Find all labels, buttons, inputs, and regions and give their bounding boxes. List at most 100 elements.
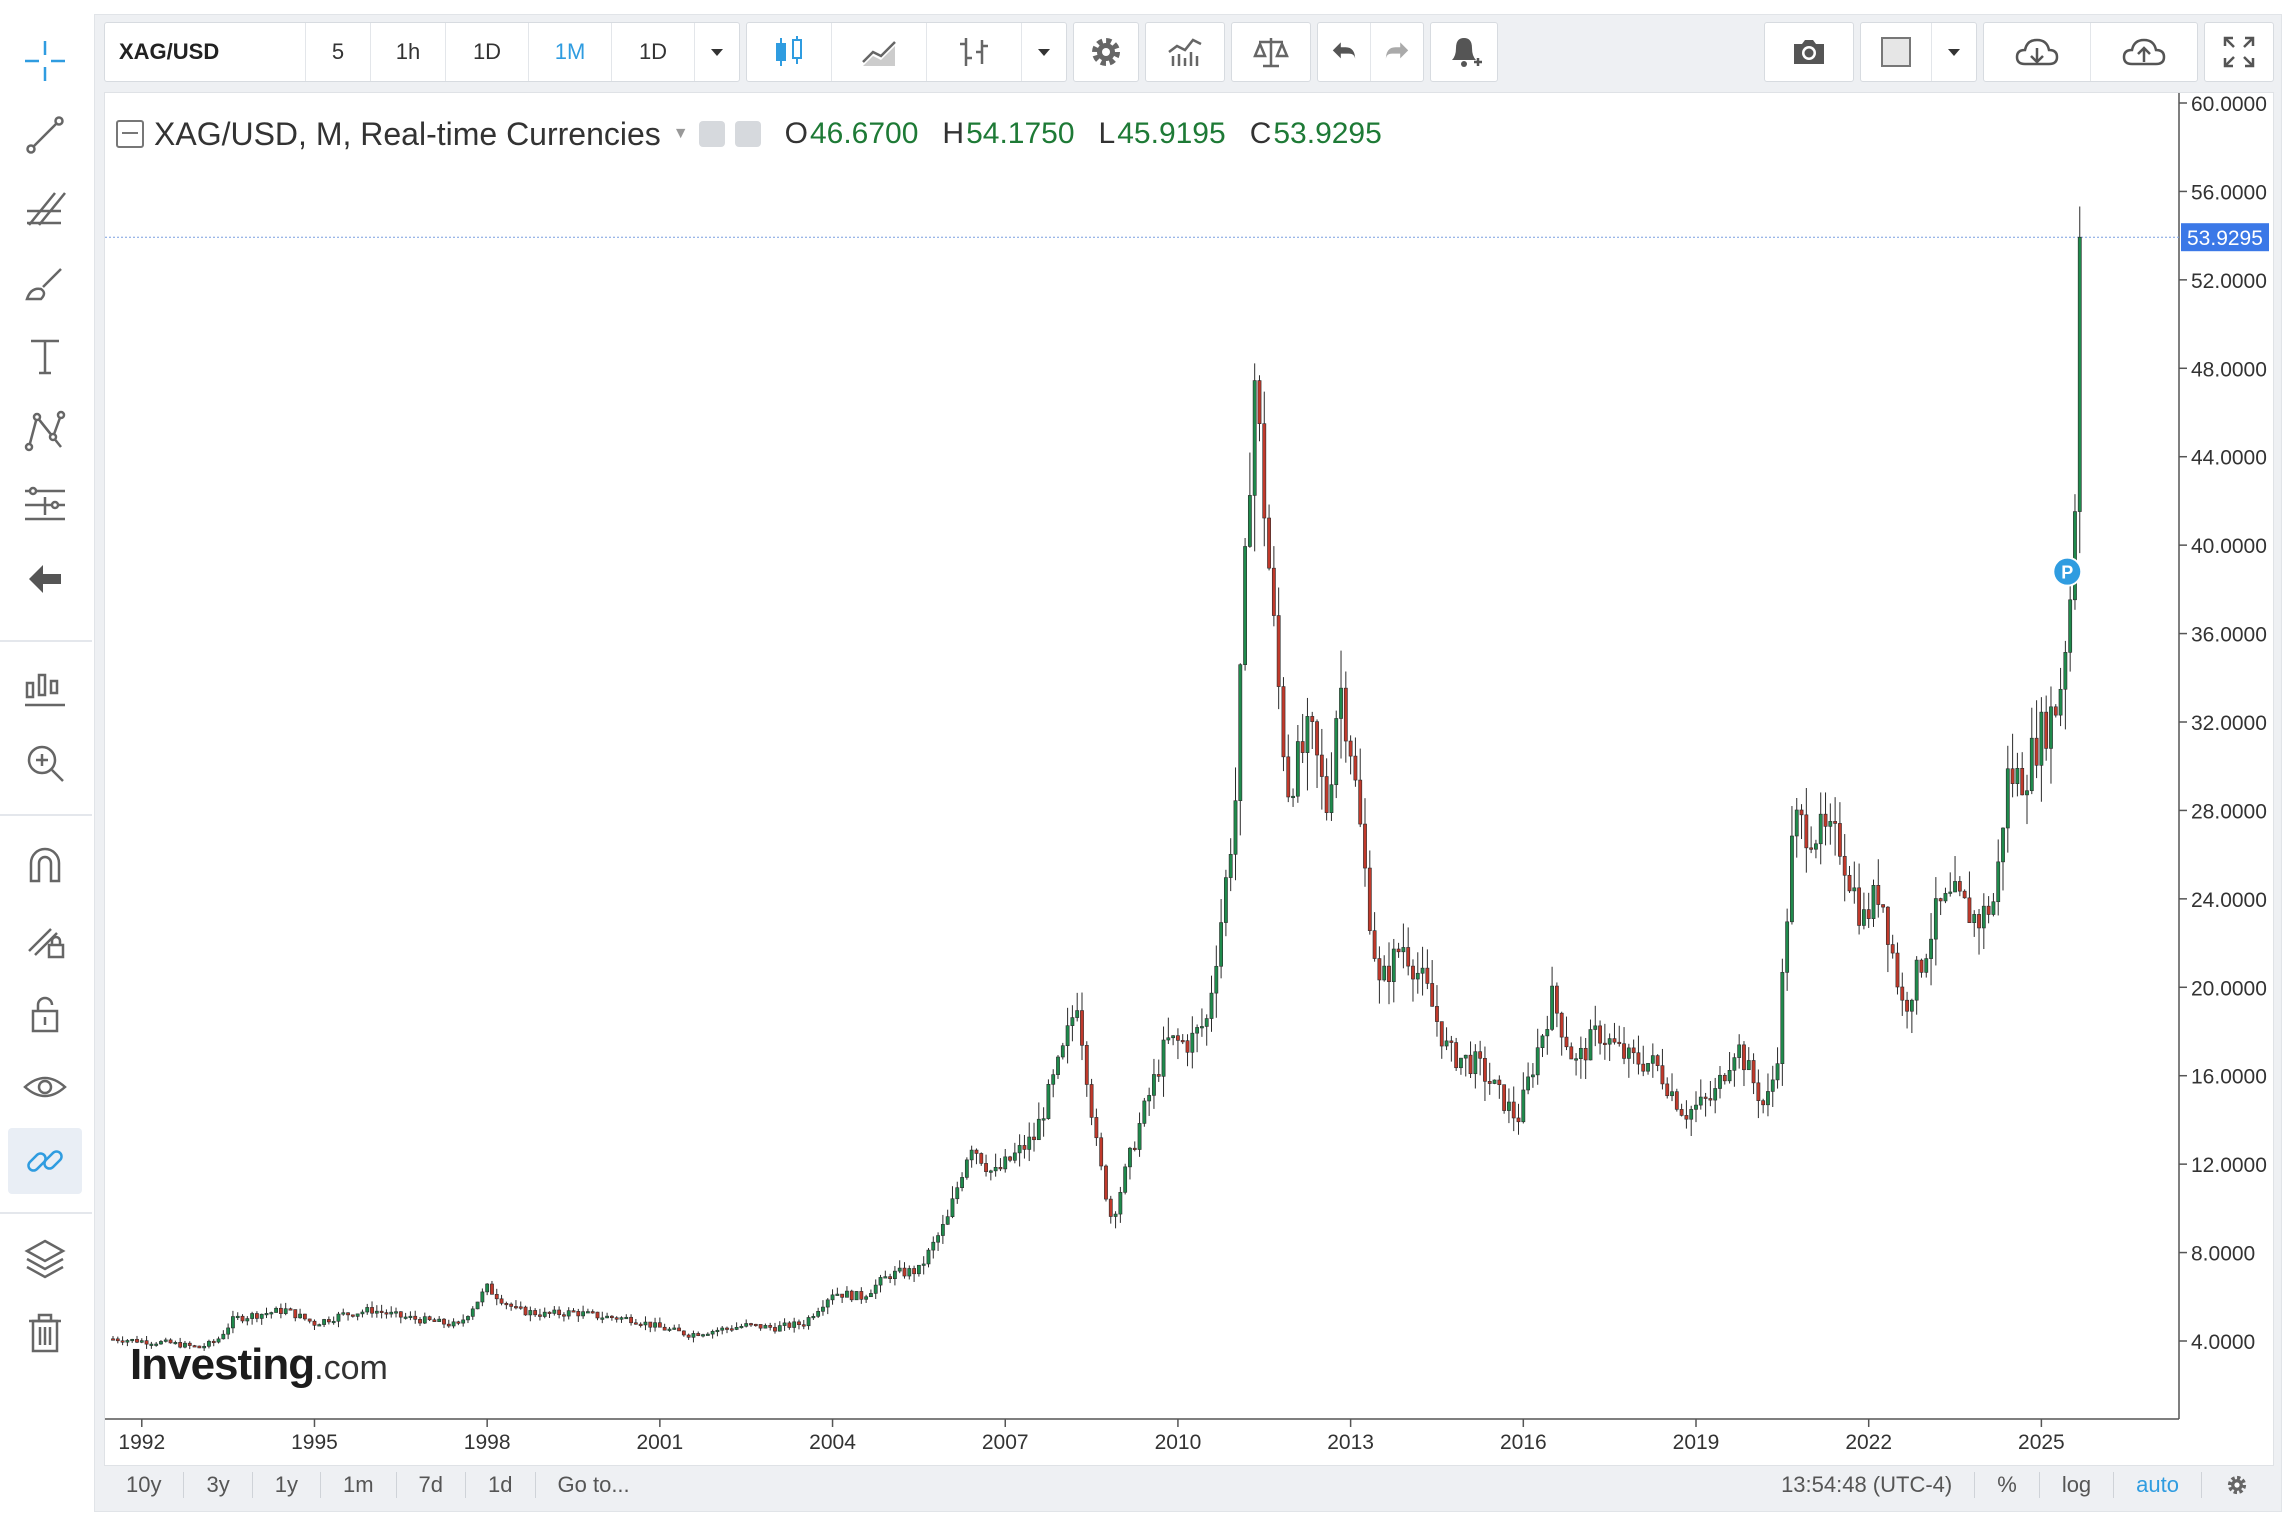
indicators-icon[interactable] [8, 656, 82, 722]
candle-body [825, 1299, 830, 1308]
ohlc-bars-icon [960, 38, 988, 66]
indicators-button[interactable] [1146, 23, 1224, 81]
candle-body [1363, 823, 1367, 869]
fib-icon[interactable] [8, 176, 82, 242]
indicators-chart-icon [1168, 38, 1202, 66]
chart-area[interactable]: 60.0000 56.0000 52.0000 48.0000 44.0000 40.00… [104, 92, 2274, 1466]
candle-body [298, 1313, 302, 1319]
link-icon[interactable] [8, 1128, 82, 1194]
candle-body [1775, 1063, 1780, 1081]
compare-button[interactable] [1232, 23, 1310, 81]
candle-body [1838, 823, 1842, 857]
price-axis[interactable] [2179, 93, 2273, 1465]
chart-settings-button[interactable] [2201, 1472, 2272, 1498]
candle-body [2049, 706, 2053, 749]
legend-title[interactable]: XAG/USD, M, Real-time Currencies [154, 115, 661, 152]
range-1y[interactable]: 1y [253, 1472, 321, 1498]
unlock-icon[interactable] [8, 980, 82, 1046]
goto-date-button[interactable]: Go to... [557, 1472, 630, 1497]
candle-body [1521, 1089, 1526, 1123]
candle-body [1382, 965, 1387, 981]
layout-dropdown[interactable] [1932, 23, 1976, 81]
candle-body [394, 1311, 398, 1314]
candle-body [633, 1322, 638, 1325]
candle-body [897, 1267, 902, 1272]
back-arrow-icon[interactable] [8, 546, 82, 612]
candle-body [1195, 1027, 1200, 1034]
series-settings-icon[interactable] [734, 121, 761, 147]
interval-1d-alt[interactable]: 1D [612, 23, 695, 81]
candle-body [1190, 1032, 1195, 1053]
range-1m[interactable]: 1m [321, 1472, 397, 1498]
candle-body [1065, 1025, 1070, 1047]
visibility-eye-icon[interactable] [698, 121, 725, 147]
bars-style-button[interactable] [927, 23, 1022, 81]
measure-icon[interactable] [8, 472, 82, 538]
interval-5[interactable]: 5 [306, 23, 371, 81]
symbol-search[interactable]: XAG/USD [105, 23, 306, 81]
candle-body [528, 1310, 533, 1316]
candle-body [1847, 874, 1852, 892]
trash-icon[interactable] [8, 1300, 82, 1366]
candle-body [2044, 711, 2049, 749]
redo-button[interactable] [1371, 23, 1423, 81]
zoom-in-icon[interactable] [8, 730, 82, 796]
brush-icon[interactable] [8, 250, 82, 316]
candle-body [408, 1315, 413, 1319]
candle-body [1401, 947, 1406, 953]
add-alert-button[interactable] [1431, 23, 1497, 81]
auto-scale-toggle[interactable]: auto [2113, 1472, 2201, 1498]
interval-1d[interactable]: 1D [446, 23, 529, 81]
range-10y[interactable]: 10y [104, 1472, 185, 1498]
log-toggle[interactable]: log [2038, 1472, 2113, 1498]
style-dropdown[interactable] [1022, 23, 1066, 81]
range-7d[interactable]: 7d [397, 1472, 467, 1498]
load-chart-button[interactable] [1984, 23, 2091, 81]
area-style-button[interactable] [832, 23, 927, 81]
candle-body [1626, 1047, 1631, 1059]
collapse-legend-icon[interactable] [116, 120, 144, 148]
caret-down-icon[interactable]: ▼ [672, 125, 689, 142]
save-chart-button[interactable] [2091, 23, 2197, 81]
candle-body [1938, 898, 1943, 902]
clock-time[interactable]: 13:54:48 (UTC-4) [1781, 1472, 1953, 1497]
magnet-icon[interactable] [8, 832, 82, 898]
layout-button[interactable] [1861, 23, 1932, 81]
candle-body [365, 1307, 370, 1313]
camera-icon [1794, 40, 1824, 64]
candle-body [533, 1310, 538, 1316]
snapshot-button[interactable] [1765, 23, 1853, 81]
candle-body [326, 1319, 331, 1323]
candle-body [1507, 1101, 1511, 1111]
snapshot-group [1764, 22, 1854, 82]
price-chart[interactable]: 60.0000 56.0000 52.0000 48.0000 44.0000 40.00… [105, 93, 2273, 1465]
pattern-icon[interactable] [8, 398, 82, 464]
settings-button[interactable] [1074, 23, 1138, 81]
candle-body [701, 1334, 705, 1337]
candle-body [1622, 1043, 1626, 1059]
candle-body [1319, 754, 1324, 777]
crosshair-icon[interactable] [8, 28, 82, 94]
candle-body [974, 1149, 979, 1154]
lock-drawing-icon[interactable] [8, 906, 82, 972]
range-1d[interactable]: 1d [466, 1472, 536, 1498]
candle-body [1818, 813, 1823, 845]
eye-icon[interactable] [8, 1054, 82, 1120]
fullscreen-button[interactable] [2205, 23, 2273, 81]
interval-dropdown[interactable] [695, 23, 739, 81]
candle-body [993, 1167, 998, 1172]
position-marker[interactable] [2052, 556, 2083, 587]
candles-style-button[interactable] [747, 23, 832, 81]
candle-body [811, 1316, 816, 1319]
interval-1h[interactable]: 1h [371, 23, 446, 81]
text-icon[interactable] [8, 324, 82, 390]
candle-body [523, 1306, 528, 1316]
trend-line-icon[interactable] [8, 102, 82, 168]
interval-1m[interactable]: 1M [529, 23, 612, 81]
candle-body [907, 1268, 912, 1277]
percent-toggle[interactable]: % [1974, 1472, 2039, 1498]
undo-button[interactable] [1318, 23, 1371, 81]
candle-body [1593, 1025, 1598, 1030]
range-3y[interactable]: 3y [184, 1472, 253, 1498]
layers-icon[interactable] [8, 1226, 82, 1292]
